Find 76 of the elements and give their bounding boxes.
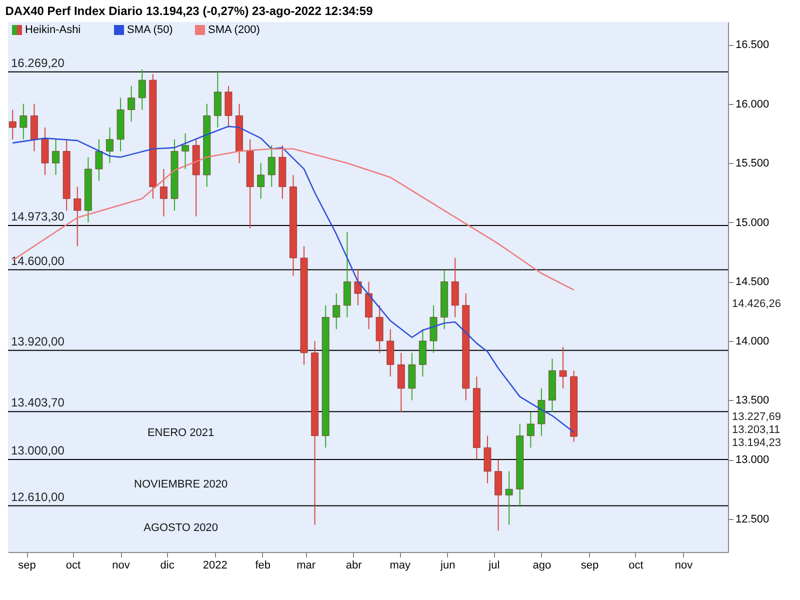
text: 13.203,11: [732, 424, 780, 436]
x-tick-label: ago: [532, 560, 552, 572]
x-tick-label: sep: [18, 560, 36, 572]
text: 13.194,23: [732, 437, 781, 449]
y-tick-label: 16.000: [736, 98, 770, 110]
candlestick: [538, 388, 546, 436]
x-tick-label: may: [390, 560, 411, 572]
candlestick: [354, 269, 362, 306]
x-tick-label: 2022: [202, 560, 228, 572]
candlestick: [332, 293, 340, 330]
y-tick-label: 15.500: [736, 158, 770, 170]
x-tick-label: jun: [440, 560, 456, 572]
candlestick: [397, 352, 405, 413]
annotation: NOVIEMBRE 2020: [134, 478, 228, 491]
candlestick: [20, 103, 28, 140]
ref-line-label: 16.269,20: [11, 56, 65, 70]
x-tick-label: nov: [112, 560, 130, 572]
candlestick: [484, 435, 492, 484]
candlestick: [41, 127, 49, 176]
y-tick-label: 14.000: [736, 335, 770, 348]
x-tick-label: feb: [255, 560, 271, 572]
ref-line-label: 14.600,00: [11, 254, 65, 268]
text: 14.426,26: [732, 298, 781, 310]
candlestick: [138, 68, 146, 110]
candlestick: [430, 304, 438, 354]
candlestick: [365, 281, 372, 330]
y-tick-label: 13.500: [736, 394, 770, 407]
candlestick: [160, 168, 168, 217]
candlestick: [494, 459, 502, 532]
y-tick-label: 13.000: [736, 454, 770, 466]
x-tick-label: oct: [66, 560, 81, 572]
candlestick: [224, 86, 232, 128]
candlestick: [268, 144, 276, 188]
x-tick-label: dic: [160, 560, 175, 572]
x-tick-label: jul: [488, 560, 500, 572]
annotation: AGOSTO 2020: [144, 522, 218, 534]
x-tick-label: sep: [580, 560, 599, 572]
ref-line-label: 14.973,30: [11, 210, 65, 224]
ref-line-label: 13.403,70: [11, 396, 65, 410]
candlestick: [386, 328, 394, 378]
candlestick: [8, 109, 16, 140]
legend-label: SMA (50): [127, 24, 173, 36]
candlestick: [376, 304, 384, 354]
candlestick: [74, 186, 82, 247]
y-tick-label: 15.000: [736, 216, 770, 229]
legend-label: Heikin-Ashi: [25, 24, 81, 36]
x-tick-label: abr: [346, 560, 362, 572]
candlestick: [526, 412, 534, 448]
ref-line-label: 12.610,00: [11, 490, 65, 504]
text: 13.227,69: [732, 411, 781, 423]
candlestick: [343, 231, 351, 318]
ref-line-label: 13.000,00: [11, 444, 65, 458]
candlestick: [408, 352, 416, 401]
line-series: [12, 148, 574, 291]
candlestick: [182, 132, 189, 170]
candlestick: [106, 127, 114, 164]
x-tick-label: mar: [296, 560, 316, 572]
candlestick: [95, 138, 103, 182]
x-tick-label: nov: [674, 560, 694, 572]
y-tick-label: 14.500: [736, 276, 770, 288]
candlestick: [52, 138, 60, 176]
candlestick: [419, 328, 426, 378]
y-tick-label: 16.500: [736, 39, 770, 52]
annotation: ENERO 2021: [147, 426, 214, 439]
candlestick: [451, 257, 459, 318]
x-tick-label: oct: [628, 560, 644, 572]
candlestick: [214, 70, 222, 128]
legend-label: SMA (200): [208, 24, 260, 36]
ref-line-label: 13.920,00: [11, 334, 65, 348]
candlestick: [559, 346, 567, 389]
candlestick: [505, 470, 513, 526]
candlestick: [128, 86, 136, 122]
candlestick: [257, 162, 265, 200]
y-tick-label: 12.500: [736, 513, 770, 526]
chart-title: DAX40 Perf Index Diario 13.194,23 (-0,27%) 23-ago-2022 12:34:59: [5, 4, 374, 18]
candlestick: [30, 103, 38, 152]
